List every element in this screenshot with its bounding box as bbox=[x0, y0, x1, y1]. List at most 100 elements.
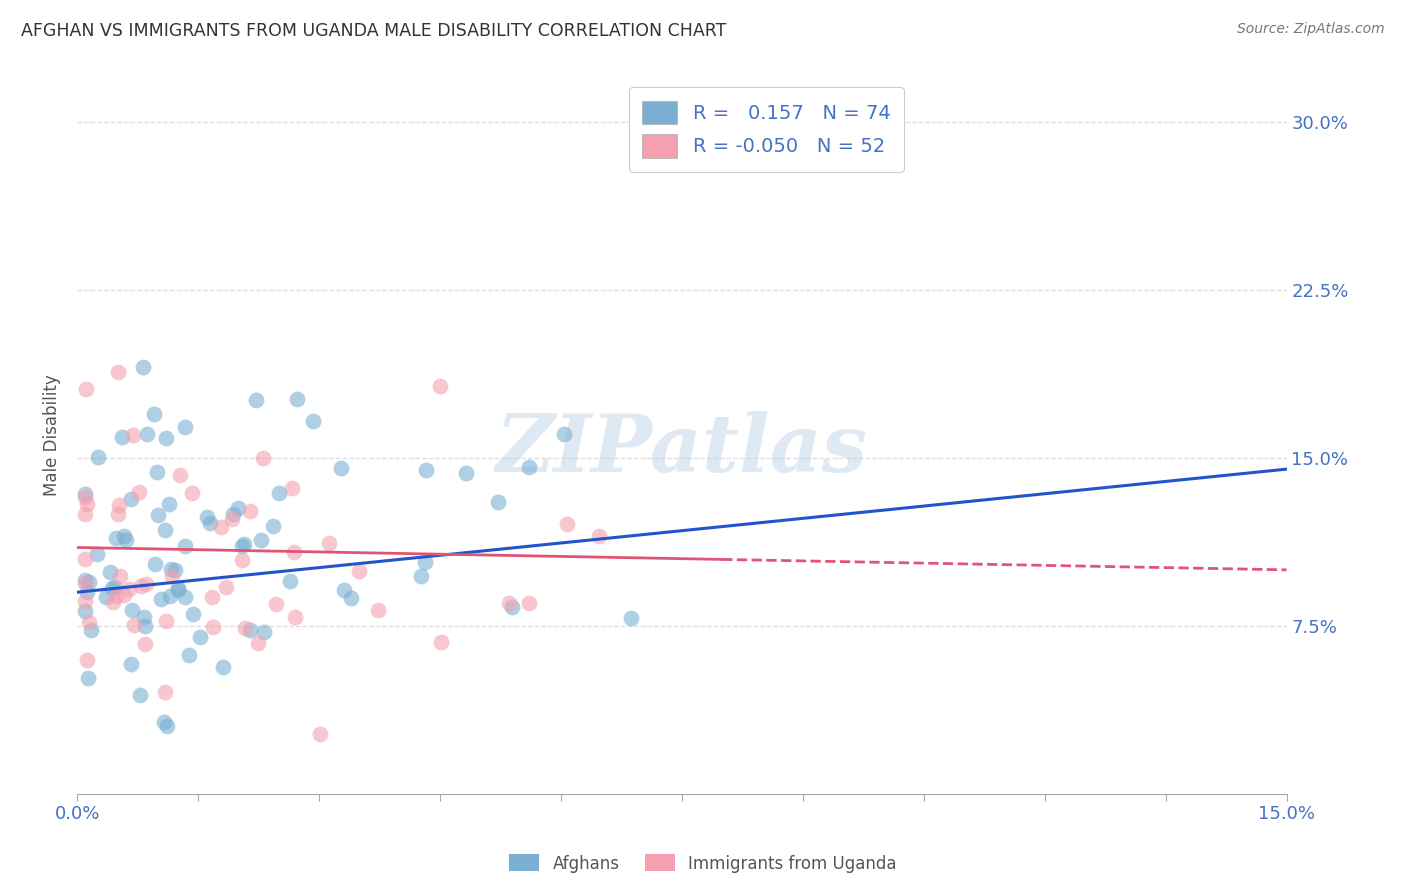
Point bbox=[181, 485, 204, 500]
Point bbox=[98, 565, 121, 579]
Point bbox=[77, 574, 100, 589]
Point bbox=[232, 537, 254, 551]
Point bbox=[367, 603, 389, 617]
Point bbox=[200, 516, 222, 530]
Point bbox=[75, 490, 97, 504]
Point bbox=[143, 557, 166, 571]
Point bbox=[120, 657, 142, 671]
Text: Source: ZipAtlas.com: Source: ZipAtlas.com bbox=[1237, 22, 1385, 37]
Point bbox=[333, 583, 356, 598]
Point bbox=[87, 450, 110, 465]
Point bbox=[169, 467, 191, 482]
Point bbox=[262, 518, 284, 533]
Point bbox=[167, 582, 190, 597]
Point bbox=[250, 533, 273, 547]
Point bbox=[76, 497, 98, 511]
Legend: R =   0.157   N = 74, R = -0.050   N = 52: R = 0.157 N = 74, R = -0.050 N = 52 bbox=[628, 87, 904, 171]
Point bbox=[267, 485, 290, 500]
Point bbox=[212, 660, 235, 674]
Point bbox=[77, 615, 100, 629]
Point bbox=[75, 573, 97, 587]
Point bbox=[197, 509, 219, 524]
Point bbox=[266, 597, 288, 611]
Point bbox=[330, 460, 353, 475]
Point bbox=[160, 562, 183, 576]
Point bbox=[104, 531, 127, 545]
Point bbox=[153, 685, 176, 699]
Text: ZIPatlas: ZIPatlas bbox=[496, 411, 868, 489]
Point bbox=[190, 630, 212, 644]
Point bbox=[209, 519, 232, 533]
Point bbox=[80, 623, 103, 637]
Point bbox=[221, 511, 243, 525]
Point bbox=[285, 392, 308, 407]
Point bbox=[233, 621, 256, 635]
Point bbox=[101, 595, 124, 609]
Point bbox=[153, 523, 176, 537]
Point bbox=[155, 615, 177, 629]
Point bbox=[429, 379, 451, 393]
Point bbox=[221, 507, 243, 521]
Point bbox=[75, 507, 97, 521]
Point bbox=[128, 485, 150, 500]
Point bbox=[163, 563, 186, 577]
Text: AFGHAN VS IMMIGRANTS FROM UGANDA MALE DISABILITY CORRELATION CHART: AFGHAN VS IMMIGRANTS FROM UGANDA MALE DI… bbox=[21, 22, 727, 40]
Point bbox=[517, 596, 540, 610]
Point bbox=[430, 635, 453, 649]
Point bbox=[122, 618, 145, 632]
Point bbox=[215, 580, 238, 594]
Point bbox=[131, 579, 153, 593]
Point bbox=[340, 591, 363, 606]
Point bbox=[181, 607, 204, 621]
Point bbox=[588, 529, 610, 543]
Point bbox=[156, 719, 179, 733]
Point bbox=[112, 529, 135, 543]
Point bbox=[409, 569, 432, 583]
Point bbox=[107, 365, 129, 379]
Point bbox=[143, 407, 166, 421]
Point bbox=[75, 552, 97, 566]
Point bbox=[160, 568, 183, 582]
Point bbox=[75, 604, 97, 618]
Point bbox=[245, 392, 267, 407]
Point bbox=[76, 653, 98, 667]
Point bbox=[231, 539, 253, 553]
Point bbox=[105, 589, 128, 603]
Point bbox=[157, 497, 180, 511]
Point bbox=[501, 600, 523, 615]
Point bbox=[135, 577, 157, 591]
Point bbox=[135, 426, 157, 441]
Point bbox=[149, 591, 172, 606]
Point bbox=[318, 536, 340, 550]
Point bbox=[231, 552, 253, 566]
Point bbox=[134, 637, 156, 651]
Point bbox=[145, 465, 167, 479]
Point bbox=[77, 671, 100, 685]
Legend: Afghans, Immigrants from Uganda: Afghans, Immigrants from Uganda bbox=[503, 847, 903, 880]
Point bbox=[75, 487, 97, 501]
Point bbox=[284, 609, 307, 624]
Point bbox=[239, 623, 262, 637]
Point bbox=[76, 585, 98, 599]
Point bbox=[75, 382, 97, 396]
Point bbox=[94, 590, 117, 604]
Point bbox=[75, 576, 97, 591]
Point bbox=[121, 603, 143, 617]
Point bbox=[309, 727, 332, 741]
Point bbox=[349, 564, 371, 578]
Point bbox=[115, 533, 138, 547]
Point bbox=[173, 539, 195, 553]
Point bbox=[252, 451, 274, 466]
Point bbox=[107, 507, 129, 521]
Point bbox=[159, 589, 181, 603]
Point bbox=[104, 581, 127, 595]
Point bbox=[153, 714, 176, 729]
Point bbox=[108, 498, 131, 512]
Point bbox=[239, 503, 262, 517]
Point bbox=[112, 588, 135, 602]
Point bbox=[117, 582, 139, 596]
Point bbox=[281, 481, 304, 495]
Point bbox=[173, 420, 195, 434]
Point bbox=[486, 495, 509, 509]
Point bbox=[86, 547, 108, 561]
